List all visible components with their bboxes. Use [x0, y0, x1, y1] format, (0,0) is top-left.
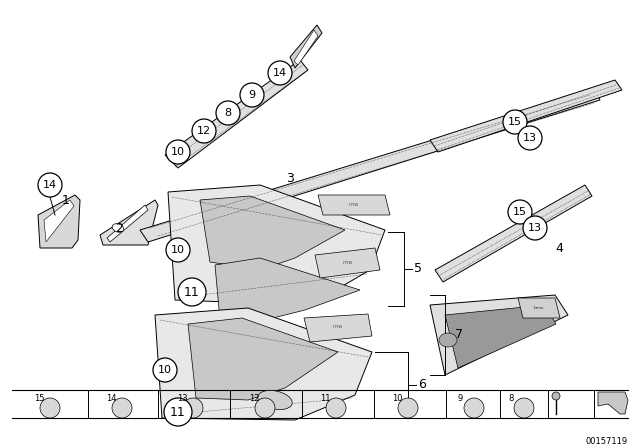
Text: nnw: nnw	[333, 324, 343, 329]
Text: 7: 7	[455, 328, 463, 341]
Circle shape	[192, 119, 216, 143]
Polygon shape	[168, 185, 385, 305]
Circle shape	[552, 392, 560, 400]
Polygon shape	[44, 200, 74, 242]
Circle shape	[255, 398, 275, 418]
Polygon shape	[38, 195, 80, 248]
Circle shape	[153, 358, 177, 382]
Circle shape	[523, 216, 547, 240]
Text: 9: 9	[248, 90, 255, 100]
Circle shape	[508, 200, 532, 224]
Circle shape	[164, 398, 192, 426]
Circle shape	[216, 101, 240, 125]
Text: 1: 1	[62, 194, 70, 207]
Text: 15: 15	[34, 394, 45, 403]
Text: 10: 10	[158, 365, 172, 375]
Circle shape	[112, 398, 132, 418]
Text: 15: 15	[513, 207, 527, 217]
Circle shape	[514, 398, 534, 418]
Ellipse shape	[258, 391, 292, 409]
Text: 11: 11	[184, 285, 200, 298]
Polygon shape	[165, 60, 308, 168]
Polygon shape	[315, 248, 380, 278]
Circle shape	[268, 61, 292, 85]
Polygon shape	[140, 90, 600, 242]
Circle shape	[166, 238, 190, 262]
Ellipse shape	[112, 224, 124, 232]
Circle shape	[464, 398, 484, 418]
Polygon shape	[518, 298, 560, 318]
Text: 9: 9	[458, 394, 463, 403]
Circle shape	[38, 173, 62, 197]
Text: 5: 5	[414, 263, 422, 276]
Polygon shape	[100, 200, 158, 245]
Text: 15: 15	[508, 117, 522, 127]
Circle shape	[166, 140, 190, 164]
Polygon shape	[318, 195, 390, 215]
Polygon shape	[445, 305, 556, 368]
Polygon shape	[155, 308, 372, 420]
Text: 10: 10	[171, 147, 185, 157]
Text: 8: 8	[508, 394, 513, 403]
Circle shape	[326, 398, 346, 418]
Text: 13: 13	[523, 133, 537, 143]
Polygon shape	[598, 392, 628, 414]
Circle shape	[503, 110, 527, 134]
Text: bmw: bmw	[534, 306, 544, 310]
Polygon shape	[430, 80, 622, 152]
Text: 4: 4	[555, 241, 563, 254]
Circle shape	[240, 83, 264, 107]
Text: 14: 14	[43, 180, 57, 190]
Polygon shape	[200, 196, 345, 270]
Text: 3: 3	[286, 172, 294, 185]
Polygon shape	[215, 258, 360, 320]
Polygon shape	[435, 185, 592, 282]
Polygon shape	[294, 30, 318, 65]
Text: 10: 10	[392, 394, 403, 403]
Text: 14: 14	[273, 68, 287, 78]
Text: 12: 12	[197, 126, 211, 136]
Text: 14: 14	[106, 394, 116, 403]
Text: 11: 11	[170, 405, 186, 418]
Text: 2: 2	[115, 221, 123, 234]
Text: 13: 13	[528, 223, 542, 233]
Polygon shape	[188, 318, 338, 400]
Text: 12: 12	[249, 394, 259, 403]
Circle shape	[178, 278, 206, 306]
Text: nnw: nnw	[349, 202, 359, 207]
Polygon shape	[304, 314, 372, 342]
Text: 00157119: 00157119	[586, 437, 628, 446]
Ellipse shape	[439, 333, 457, 347]
Text: 11: 11	[320, 394, 330, 403]
Circle shape	[398, 398, 418, 418]
Text: 8: 8	[225, 108, 232, 118]
Text: 6: 6	[418, 379, 426, 392]
Polygon shape	[107, 205, 148, 242]
Circle shape	[183, 398, 203, 418]
Polygon shape	[430, 295, 568, 375]
Circle shape	[518, 126, 542, 150]
Polygon shape	[290, 25, 322, 68]
Text: nnw: nnw	[343, 259, 353, 264]
Circle shape	[40, 398, 60, 418]
Text: 13: 13	[177, 394, 188, 403]
Text: 10: 10	[171, 245, 185, 255]
